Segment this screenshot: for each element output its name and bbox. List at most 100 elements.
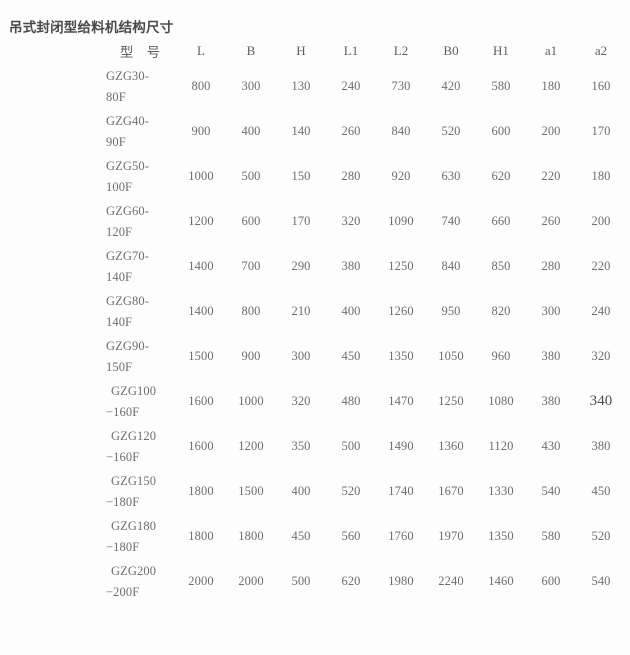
column-header-H: H: [296, 43, 306, 58]
dimension-cell-H: 130: [291, 79, 311, 93]
dimension-cell-a1: 260: [541, 214, 561, 228]
dimension-cell-L1: 450: [341, 349, 361, 363]
dimension-cell-a2: 200: [591, 214, 611, 228]
dimension-cell-H1: 1350: [488, 529, 514, 543]
dimension-cell-B: 500: [241, 169, 261, 183]
table-row: GZG150 −180F 1800 1500 400 520 1740 1670 1330 540…: [104, 469, 626, 514]
model-name-line-2: −200F: [106, 584, 140, 599]
dimension-cell-a1: 430: [541, 439, 561, 453]
table-row: GZG60- 120F 1200 600 170 320 1090 740 660 260 200: [104, 199, 626, 244]
dimension-cell-B: 300: [241, 79, 261, 93]
model-name-cell: GZG150 −180F: [104, 469, 176, 514]
specification-table: 型 号 L B H L1 L2 B0 H1 a1 a2 GZG30- 80F 800 300 130 240…: [104, 40, 626, 604]
table-row: GZG80- 140F 1400 800 210 400 1260 950 820 300 240: [104, 289, 626, 334]
model-name-cell: GZG30- 80F: [104, 64, 176, 109]
model-name-line-2: 150F: [106, 359, 133, 374]
dimension-cell-a1: 180: [541, 79, 561, 93]
dimension-cell-H1: 580: [491, 79, 511, 93]
dimension-cell-a1: 580: [541, 529, 561, 543]
table-row: GZG120 −160F 1600 1200 350 500 1490 1360 1120 430…: [104, 424, 626, 469]
dimension-cell-L: 1600: [188, 394, 214, 408]
dimension-cell-a2: 170: [591, 124, 611, 138]
dimension-cell-H1: 1330: [488, 484, 514, 498]
table-header-row: 型 号 L B H L1 L2 B0 H1 a1 a2: [104, 40, 626, 64]
dimension-cell-L1: 320: [341, 214, 361, 228]
model-name-line-2: −180F: [106, 494, 140, 509]
page-title: 吊式封闭型给料机结构尺寸: [9, 20, 174, 35]
dimension-cell-L2: 920: [391, 169, 411, 183]
dimension-cell-B0: 520: [441, 124, 461, 138]
model-name-line-2: −180F: [106, 539, 140, 554]
dimension-cell-B0: 840: [441, 259, 461, 273]
dimension-cell-H1: 1460: [488, 574, 514, 588]
dimension-cell-H1: 600: [491, 124, 511, 138]
dimension-cell-L2: 1470: [388, 394, 414, 408]
dimension-cell-H: 450: [291, 529, 311, 543]
model-name-line-2: 100F: [106, 179, 133, 194]
model-name-cell: GZG120 −160F: [104, 424, 176, 469]
model-name-cell: GZG40- 90F: [104, 109, 176, 154]
dimension-cell-L2: 1350: [388, 349, 414, 363]
dimension-cell-H: 210: [291, 304, 311, 318]
dimension-cell-a2: 520: [591, 529, 611, 543]
dimension-cell-B: 1200: [238, 439, 264, 453]
table-row: GZG40- 90F 900 400 140 260 840 520 600 200 170: [104, 109, 626, 154]
dimension-cell-L2: 1980: [388, 574, 414, 588]
dimension-cell-H1: 660: [491, 214, 511, 228]
dimension-cell-a2: 540: [591, 574, 611, 588]
dimension-cell-a1: 220: [541, 169, 561, 183]
column-header-L2: L2: [393, 43, 409, 58]
dimension-cell-L2: 1090: [388, 214, 414, 228]
dimension-cell-a1: 280: [541, 259, 561, 273]
model-name-cell: GZG80- 140F: [104, 289, 176, 334]
dimension-cell-B0: 1360: [438, 439, 464, 453]
dimension-cell-L2: 1760: [388, 529, 414, 543]
dimension-cell-a1: 380: [541, 349, 561, 363]
dimension-cell-B0: 1970: [438, 529, 464, 543]
dimension-cell-H: 300: [291, 349, 311, 363]
dimension-cell-H1: 620: [491, 169, 511, 183]
model-name-line-1: GZG180: [111, 518, 157, 533]
table-body: GZG30- 80F 800 300 130 240 730 420 580 180 160 GZG4…: [104, 64, 626, 604]
dimension-cell-L: 900: [191, 124, 211, 138]
dimension-cell-L: 1500: [188, 349, 214, 363]
dimension-cell-L1: 260: [341, 124, 361, 138]
dimension-cell-a1: 300: [541, 304, 561, 318]
dimension-cell-H: 500: [291, 574, 311, 588]
dimension-cell-a1: 200: [541, 124, 561, 138]
model-name-line-1: GZG200: [111, 563, 157, 578]
dimension-cell-a2: 240: [591, 304, 611, 318]
dimension-cell-H: 350: [291, 439, 311, 453]
model-name-line-2: −160F: [106, 449, 140, 464]
dimension-cell-H1: 960: [491, 349, 511, 363]
dimension-cell-B: 400: [241, 124, 261, 138]
dimension-cell-B0: 1050: [438, 349, 464, 363]
dimension-cell-L1: 280: [341, 169, 361, 183]
dimension-cell-a2: 180: [591, 169, 611, 183]
dimension-cell-B: 1500: [238, 484, 264, 498]
dimension-cell-H: 170: [291, 214, 311, 228]
dimension-cell-H: 140: [291, 124, 311, 138]
dimension-cell-B: 900: [241, 349, 261, 363]
dimension-cell-H1: 1120: [488, 439, 514, 453]
dimension-cell-L2: 1260: [388, 304, 414, 318]
dimension-cell-L2: 840: [391, 124, 411, 138]
table-row: GZG180 −180F 1800 1800 450 560 1760 1970 1350 580…: [104, 514, 626, 559]
column-header-B0: B0: [443, 43, 459, 58]
model-name-line-1: GZG50-: [106, 158, 149, 173]
dimension-cell-B0: 950: [441, 304, 461, 318]
dimension-cell-H: 320: [291, 394, 311, 408]
column-header-B: B: [246, 43, 256, 58]
model-name-cell: GZG90- 150F: [104, 334, 176, 379]
dimension-cell-L: 1600: [188, 439, 214, 453]
dimension-cell-B0: 630: [441, 169, 461, 183]
model-name-line-2: 140F: [106, 314, 133, 329]
dimension-cell-L: 1400: [188, 259, 214, 273]
dimension-cell-B0: 1250: [438, 394, 464, 408]
model-name-line-2: 120F: [106, 224, 133, 239]
model-name-cell: GZG70- 140F: [104, 244, 176, 289]
dimension-cell-L2: 1490: [388, 439, 414, 453]
dimension-cell-H: 290: [291, 259, 311, 273]
dimension-cell-H1: 1080: [488, 394, 514, 408]
